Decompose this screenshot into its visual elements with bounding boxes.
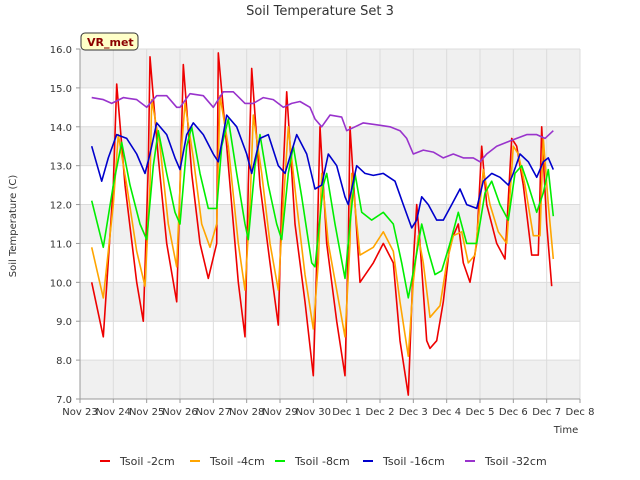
x-tick-label: Dec 3	[399, 407, 428, 418]
legend-label: Tsoil -8cm	[294, 455, 350, 468]
x-tick-label: Nov 28	[229, 407, 264, 418]
x-tick-label: Dec 8	[566, 407, 595, 418]
y-axis: 7.0 8.0 9.0 10.0 11.0 12.0 13.0 14.0 15.0 16.0	[50, 45, 80, 406]
x-tick-label: Dec 5	[466, 407, 495, 418]
legend-label: Tsoil -32cm	[484, 455, 547, 468]
legend-item: Tsoil -4cm	[190, 455, 265, 468]
grid-band	[80, 360, 580, 399]
y-tick-label: 9.0	[56, 317, 72, 328]
series-line-tsoil-4cm	[90, 94, 555, 357]
station-label-box: VR_met	[80, 32, 139, 51]
legend-item: Tsoil -32cm	[465, 455, 547, 468]
y-tick-label: 11.0	[50, 239, 72, 250]
y-axis-label: Soil Temperature (C)	[8, 175, 19, 278]
series-line-tsoil-8cm	[90, 118, 555, 299]
series-line-tsoil-32cm	[91, 91, 554, 163]
series-lines	[90, 52, 555, 396]
x-tick-label: Nov 25	[129, 407, 164, 418]
y-tick-label: 7.0	[56, 395, 72, 406]
legend: Tsoil -2cm Tsoil -4cm Tsoil -8cm Tsoil -16c…	[100, 455, 547, 468]
x-axis-label: Time	[553, 425, 578, 436]
legend-item: Tsoil -2cm	[100, 455, 175, 468]
x-tick-label: Dec 4	[432, 407, 461, 418]
x-tick-label: Dec 1	[332, 407, 361, 418]
y-tick-label: 16.0	[50, 45, 72, 56]
x-tick-label: Nov 29	[262, 407, 297, 418]
x-tick-label: Dec 2	[366, 407, 395, 418]
legend-item: Tsoil -8cm	[275, 455, 350, 468]
y-tick-label: 8.0	[56, 356, 72, 367]
legend-label: Tsoil -2cm	[119, 455, 175, 468]
x-tick-label: Dec 6	[499, 407, 528, 418]
chart-title: Soil Temperature Set 3	[246, 4, 394, 19]
x-tick-label: Nov 23	[62, 407, 97, 418]
grid-band	[80, 49, 580, 88]
legend-label: Tsoil -4cm	[209, 455, 265, 468]
station-label: VR_met	[87, 36, 134, 49]
y-tick-label: 14.0	[50, 123, 72, 134]
y-tick-label: 10.0	[50, 278, 72, 289]
x-tick-label: Dec 7	[532, 407, 561, 418]
x-tick-label: Nov 30	[296, 407, 331, 418]
x-tick-label: Nov 24	[96, 407, 131, 418]
y-tick-label: 15.0	[50, 84, 72, 95]
series-line-tsoil-16cm	[90, 114, 555, 229]
y-tick-label: 13.0	[50, 162, 72, 173]
legend-label: Tsoil -16cm	[382, 455, 445, 468]
grid-band	[80, 204, 580, 244]
y-tick-label: 12.0	[50, 201, 72, 212]
legend-item: Tsoil -16cm	[363, 455, 445, 468]
x-tick-label: Nov 26	[162, 407, 197, 418]
grid-band	[80, 282, 580, 322]
plot-area	[79, 48, 581, 400]
x-tick-label: Nov 27	[196, 407, 231, 418]
